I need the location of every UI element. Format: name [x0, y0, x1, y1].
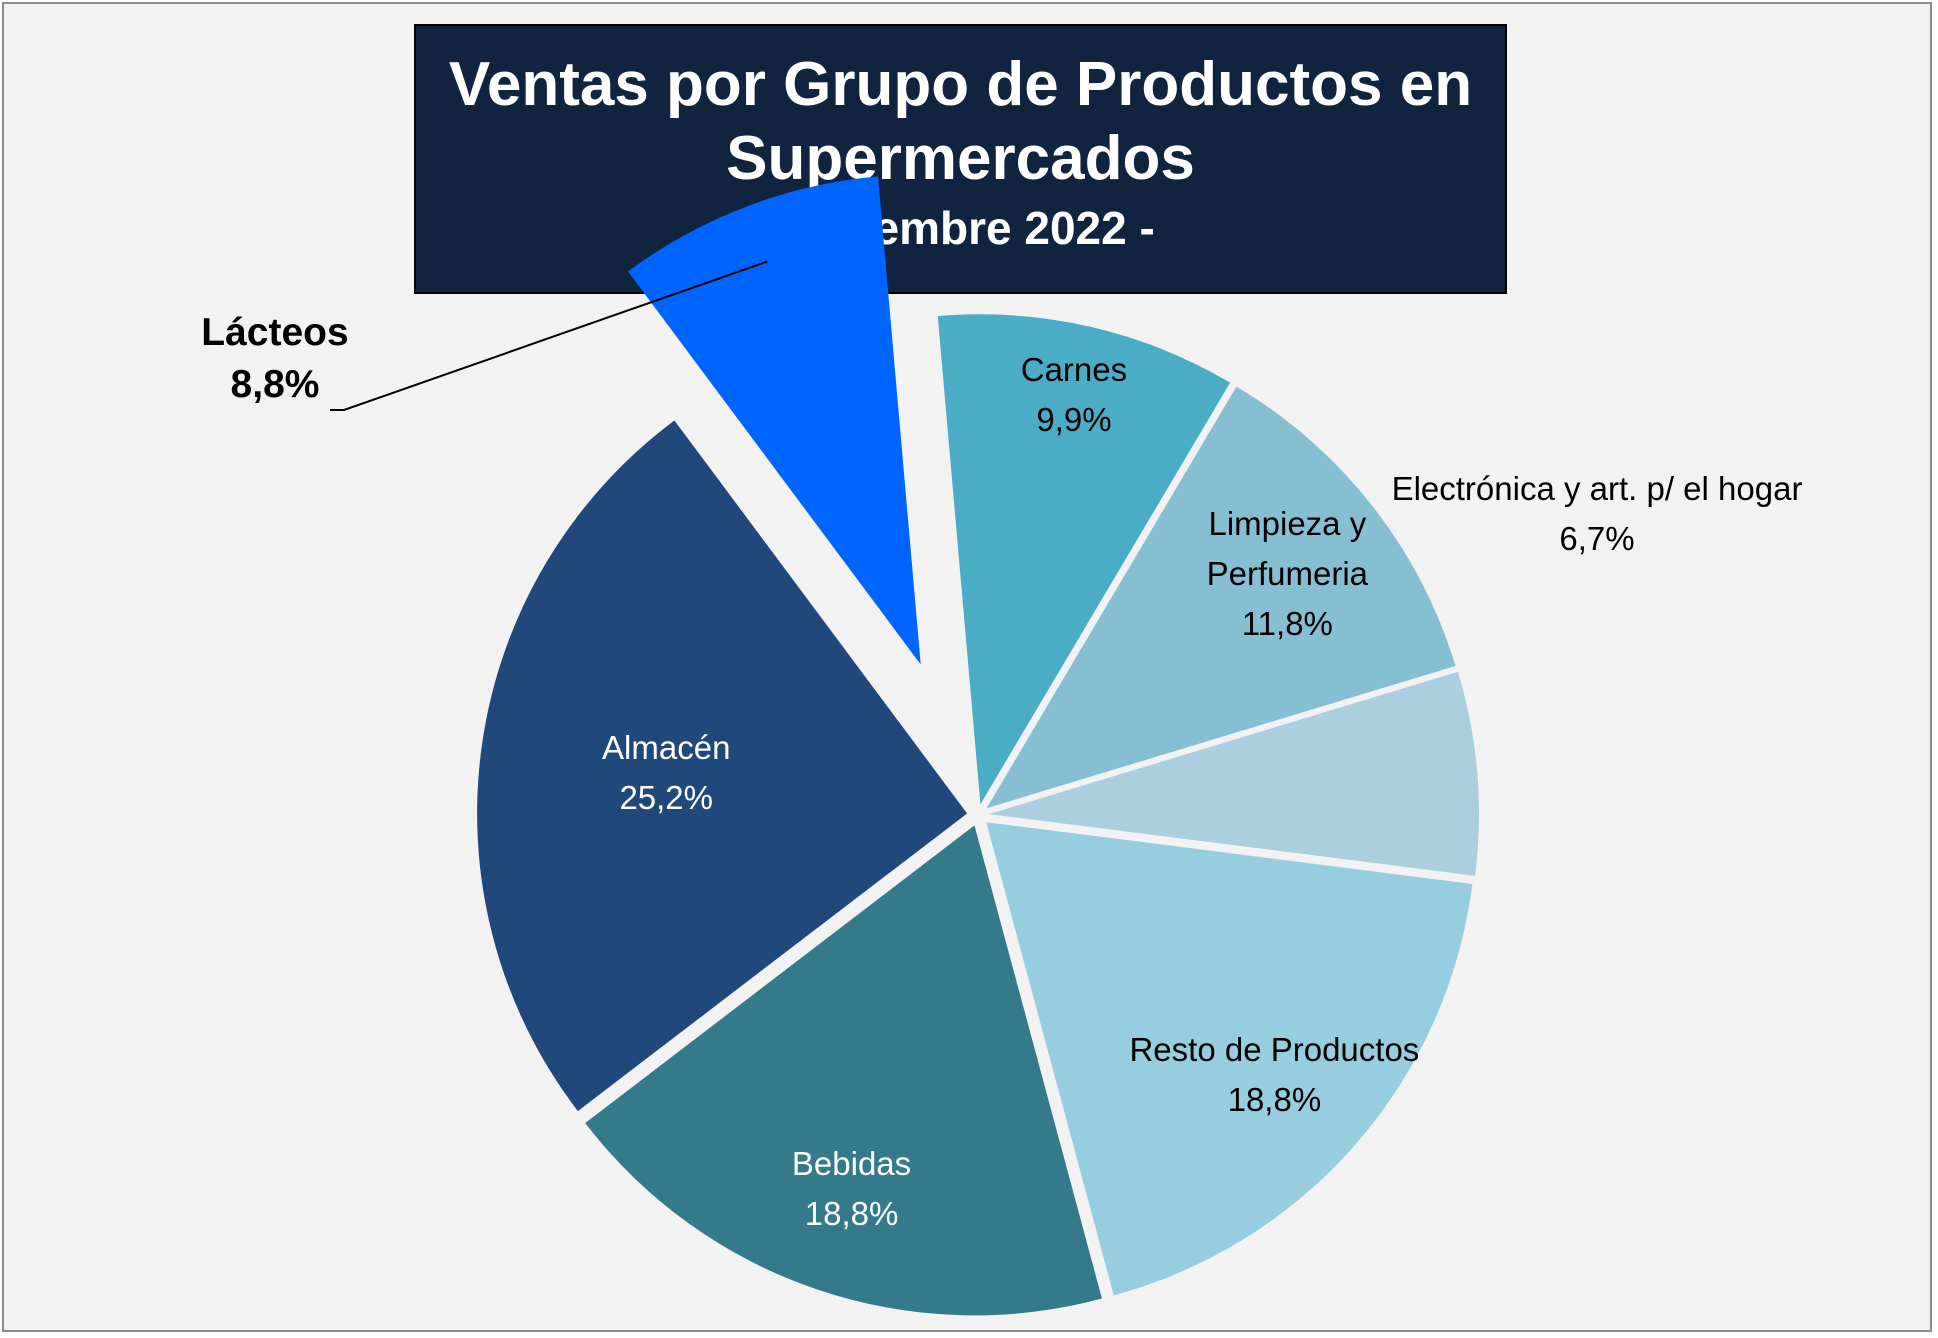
slice-name-almacen: Almacén: [602, 729, 730, 766]
pie-slice-bebidas: [585, 825, 1102, 1316]
slice-value-carnes: 9,9%: [1036, 401, 1111, 438]
slice-value-limpieza-y-perfumeria: 11,8%: [1242, 605, 1333, 642]
slice-name-lacteos: Lácteos: [201, 311, 348, 354]
leader-line-lacteos: [330, 260, 768, 411]
pie-slice-almacen: [477, 420, 968, 1112]
slice-value-lacteos: 8,8%: [231, 363, 320, 406]
slice-label-electronica-y-art-p-el-hogar: Electrónica y art. p/ el hogar 6,7%: [1392, 470, 1803, 557]
chart-title-box: Ventas por Grupo de Productos en Superme…: [414, 24, 1507, 294]
pie-slice-lacteos: [628, 176, 921, 665]
chart-title-line-1: Ventas por Grupo de Productos en: [448, 50, 1473, 119]
pie-slice-carnes: [937, 314, 1231, 805]
slice-value-resto-de-productos: 18,8%: [1228, 1081, 1322, 1118]
slice-label-lacteos: Lácteos 8,8%: [201, 311, 348, 406]
slice-name-resto-de-productos: Resto de Productos: [1129, 1031, 1419, 1068]
slice-value-almacen: 25,2%: [619, 779, 713, 816]
slice-name-limpieza-y-perfumeria: Limpieza y: [1208, 505, 1366, 542]
slice-name-carnes: Carnes: [1021, 351, 1127, 388]
slice-label-almacen: Almacén 25,2%: [602, 729, 730, 816]
slice-value-electronica-y-art-p-el-hogar: 6,7%: [1559, 520, 1634, 557]
pie-slice-limpieza-y-perfumeria: [986, 386, 1456, 809]
slice-label-bebidas: Bebidas 18,8%: [792, 1145, 911, 1232]
slice-label-resto-de-productos: Resto de Productos 18,8%: [1129, 1031, 1419, 1118]
slice-label-limpieza-y-perfumeria: Limpieza y Perfumeria 11,8%: [1207, 505, 1369, 642]
pie-slice-electronica-y-art-p-el-hogar: [988, 671, 1479, 876]
slice-name-electronica-y-art-p-el-hogar: Electrónica y art. p/ el hogar: [1392, 470, 1803, 507]
slice-value-bebidas: 18,8%: [805, 1195, 899, 1232]
slice-label-carnes: Carnes 9,9%: [1021, 351, 1127, 438]
pie-slice-resto-de-productos: [986, 822, 1473, 1296]
slice-name-bebidas: Bebidas: [792, 1145, 911, 1182]
slice-name-limpieza-y-perfumeria: Perfumeria: [1207, 555, 1369, 592]
chart-title-line-2: Supermercados: [726, 124, 1195, 193]
